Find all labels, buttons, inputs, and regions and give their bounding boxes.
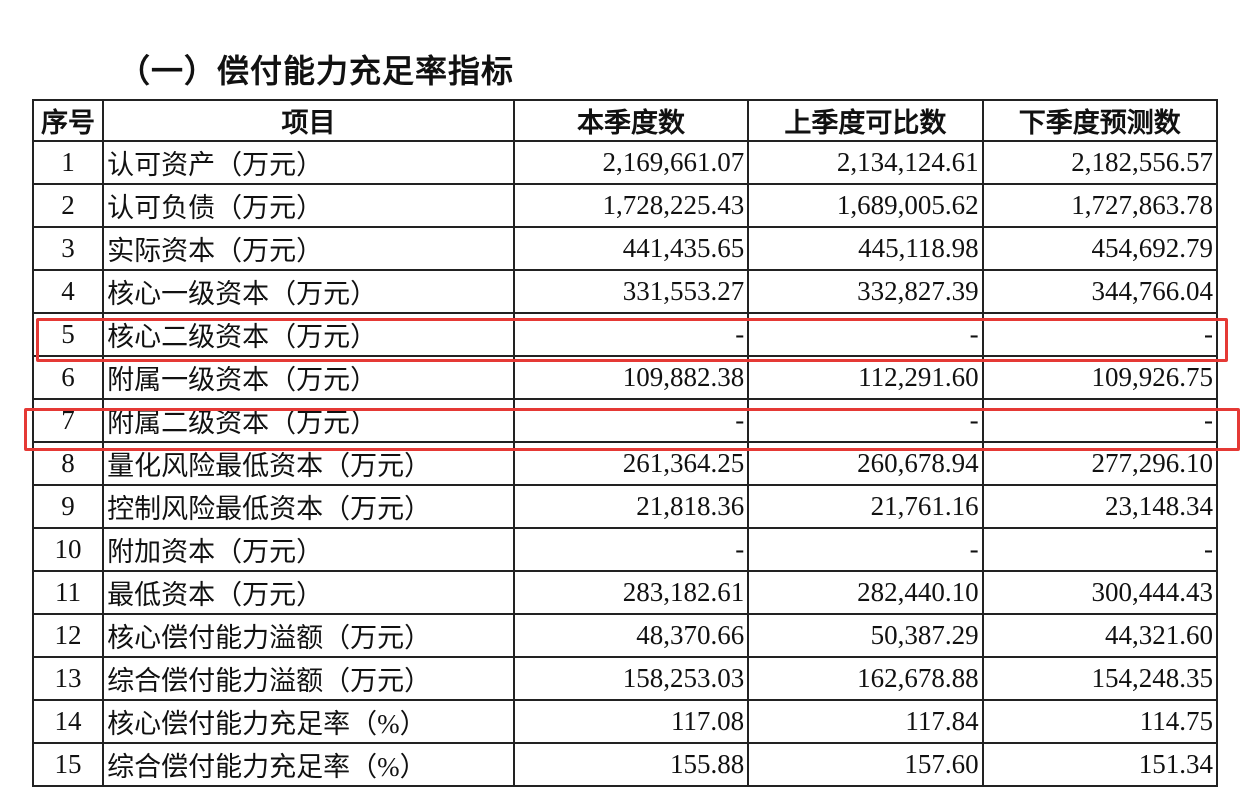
row-index: 13 bbox=[31, 656, 105, 701]
current-quarter-value: 2,169,661.07 bbox=[512, 140, 750, 185]
previous-quarter-value: 282,440.10 bbox=[747, 570, 984, 615]
previous-quarter-value: 260,678.94 bbox=[747, 441, 984, 486]
previous-quarter-value: 1,689,005.62 bbox=[747, 183, 984, 228]
next-quarter-forecast-value: 109,926.75 bbox=[981, 355, 1219, 400]
table-row: 15 综合偿付能力充足率（%） 155.88 157.60 151.34 bbox=[31, 742, 1219, 787]
solvency-table: 序号 项目 本季度数 上季度可比数 下季度预测数 1 认可资产（万元） 2,169,… bbox=[31, 99, 1219, 787]
next-quarter-forecast-value: 344,766.04 bbox=[981, 269, 1219, 314]
current-quarter-value: 21,818.36 bbox=[512, 484, 750, 529]
row-item: 附属二级资本（万元） bbox=[102, 398, 515, 443]
table-header-row: 序号 项目 本季度数 上季度可比数 下季度预测数 bbox=[31, 99, 1219, 142]
table-row: 2 认可负债（万元） 1,728,225.43 1,689,005.62 1,727,8… bbox=[31, 183, 1219, 228]
previous-quarter-value: 117.84 bbox=[747, 699, 984, 744]
table-row: 13 综合偿付能力溢额（万元） 158,253.03 162,678.88 154,24… bbox=[31, 656, 1219, 701]
row-item: 实际资本（万元） bbox=[102, 226, 515, 271]
table-row: 14 核心偿付能力充足率（%） 117.08 117.84 114.75 bbox=[31, 699, 1219, 744]
row-index: 15 bbox=[31, 742, 105, 787]
header-item: 项目 bbox=[102, 99, 515, 142]
header-next-quarter-forecast: 下季度预测数 bbox=[981, 99, 1219, 142]
table-row: 7 附属二级资本（万元） - - - bbox=[31, 398, 1219, 443]
next-quarter-forecast-value: 114.75 bbox=[981, 699, 1219, 744]
next-quarter-forecast-value: 1,727,863.78 bbox=[981, 183, 1219, 228]
row-item: 最低资本（万元） bbox=[102, 570, 515, 615]
row-item: 综合偿付能力溢额（万元） bbox=[102, 656, 515, 701]
row-index: 12 bbox=[31, 613, 105, 658]
row-item: 综合偿付能力充足率（%） bbox=[102, 742, 515, 787]
previous-quarter-value: 2,134,124.61 bbox=[747, 140, 984, 185]
table-row: 3 实际资本（万元） 441,435.65 445,118.98 454,692.79 bbox=[31, 226, 1219, 271]
current-quarter-value: 155.88 bbox=[512, 742, 750, 787]
header-index: 序号 bbox=[31, 99, 105, 142]
next-quarter-forecast-value: 44,321.60 bbox=[981, 613, 1219, 658]
next-quarter-forecast-value: 2,182,556.57 bbox=[981, 140, 1219, 185]
header-current-quarter: 本季度数 bbox=[512, 99, 750, 142]
current-quarter-value: - bbox=[512, 398, 750, 443]
row-index: 6 bbox=[31, 355, 105, 400]
row-index: 7 bbox=[31, 398, 105, 443]
previous-quarter-value: - bbox=[747, 398, 984, 443]
row-item: 附属一级资本（万元） bbox=[102, 355, 515, 400]
current-quarter-value: 261,364.25 bbox=[512, 441, 750, 486]
current-quarter-value: 283,182.61 bbox=[512, 570, 750, 615]
table-row: 5 核心二级资本（万元） - - - bbox=[31, 312, 1219, 357]
row-item: 控制风险最低资本（万元） bbox=[102, 484, 515, 529]
previous-quarter-value: 112,291.60 bbox=[747, 355, 984, 400]
table-row: 1 认可资产（万元） 2,169,661.07 2,134,124.61 2,182,5… bbox=[31, 140, 1219, 185]
table-row: 4 核心一级资本（万元） 331,553.27 332,827.39 344,766.0… bbox=[31, 269, 1219, 314]
row-item: 认可资产（万元） bbox=[102, 140, 515, 185]
previous-quarter-value: 445,118.98 bbox=[747, 226, 984, 271]
previous-quarter-value: 332,827.39 bbox=[747, 269, 984, 314]
row-index: 10 bbox=[31, 527, 105, 572]
current-quarter-value: 158,253.03 bbox=[512, 656, 750, 701]
previous-quarter-value: 157.60 bbox=[747, 742, 984, 787]
next-quarter-forecast-value: 151.34 bbox=[981, 742, 1219, 787]
row-index: 5 bbox=[31, 312, 105, 357]
next-quarter-forecast-value: - bbox=[981, 312, 1219, 357]
current-quarter-value: 1,728,225.43 bbox=[512, 183, 750, 228]
row-index: 14 bbox=[31, 699, 105, 744]
table-row: 6 附属一级资本（万元） 109,882.38 112,291.60 109,926.7… bbox=[31, 355, 1219, 400]
next-quarter-forecast-value: 23,148.34 bbox=[981, 484, 1219, 529]
row-item: 附加资本（万元） bbox=[102, 527, 515, 572]
current-quarter-value: 331,553.27 bbox=[512, 269, 750, 314]
next-quarter-forecast-value: 300,444.43 bbox=[981, 570, 1219, 615]
current-quarter-value: 117.08 bbox=[512, 699, 750, 744]
next-quarter-forecast-value: 154,248.35 bbox=[981, 656, 1219, 701]
row-index: 3 bbox=[31, 226, 105, 271]
table-row: 8 量化风险最低资本（万元） 261,364.25 260,678.94 277,296… bbox=[31, 441, 1219, 486]
row-item: 认可负债（万元） bbox=[102, 183, 515, 228]
current-quarter-value: 48,370.66 bbox=[512, 613, 750, 658]
current-quarter-value: 109,882.38 bbox=[512, 355, 750, 400]
previous-quarter-value: 162,678.88 bbox=[747, 656, 984, 701]
previous-quarter-value: 50,387.29 bbox=[747, 613, 984, 658]
table-row: 12 核心偿付能力溢额（万元） 48,370.66 50,387.29 44,321.6… bbox=[31, 613, 1219, 658]
row-index: 4 bbox=[31, 269, 105, 314]
header-previous-quarter: 上季度可比数 bbox=[747, 99, 984, 142]
next-quarter-forecast-value: 454,692.79 bbox=[981, 226, 1219, 271]
row-item: 核心二级资本（万元） bbox=[102, 312, 515, 357]
section-title: （一）偿付能力充足率指标 bbox=[118, 53, 515, 89]
previous-quarter-value: - bbox=[747, 312, 984, 357]
previous-quarter-value: 21,761.16 bbox=[747, 484, 984, 529]
next-quarter-forecast-value: - bbox=[981, 527, 1219, 572]
next-quarter-forecast-value: - bbox=[981, 398, 1219, 443]
row-index: 8 bbox=[31, 441, 105, 486]
current-quarter-value: 441,435.65 bbox=[512, 226, 750, 271]
row-index: 11 bbox=[31, 570, 105, 615]
row-item: 量化风险最低资本（万元） bbox=[102, 441, 515, 486]
row-item: 核心偿付能力溢额（万元） bbox=[102, 613, 515, 658]
previous-quarter-value: - bbox=[747, 527, 984, 572]
row-index: 1 bbox=[31, 140, 105, 185]
row-item: 核心一级资本（万元） bbox=[102, 269, 515, 314]
table-row: 11 最低资本（万元） 283,182.61 282,440.10 300,444.43 bbox=[31, 570, 1219, 615]
table-row: 10 附加资本（万元） - - - bbox=[31, 527, 1219, 572]
row-index: 9 bbox=[31, 484, 105, 529]
row-item: 核心偿付能力充足率（%） bbox=[102, 699, 515, 744]
next-quarter-forecast-value: 277,296.10 bbox=[981, 441, 1219, 486]
row-index: 2 bbox=[31, 183, 105, 228]
table-row: 9 控制风险最低资本（万元） 21,818.36 21,761.16 23,148.34 bbox=[31, 484, 1219, 529]
current-quarter-value: - bbox=[512, 312, 750, 357]
current-quarter-value: - bbox=[512, 527, 750, 572]
